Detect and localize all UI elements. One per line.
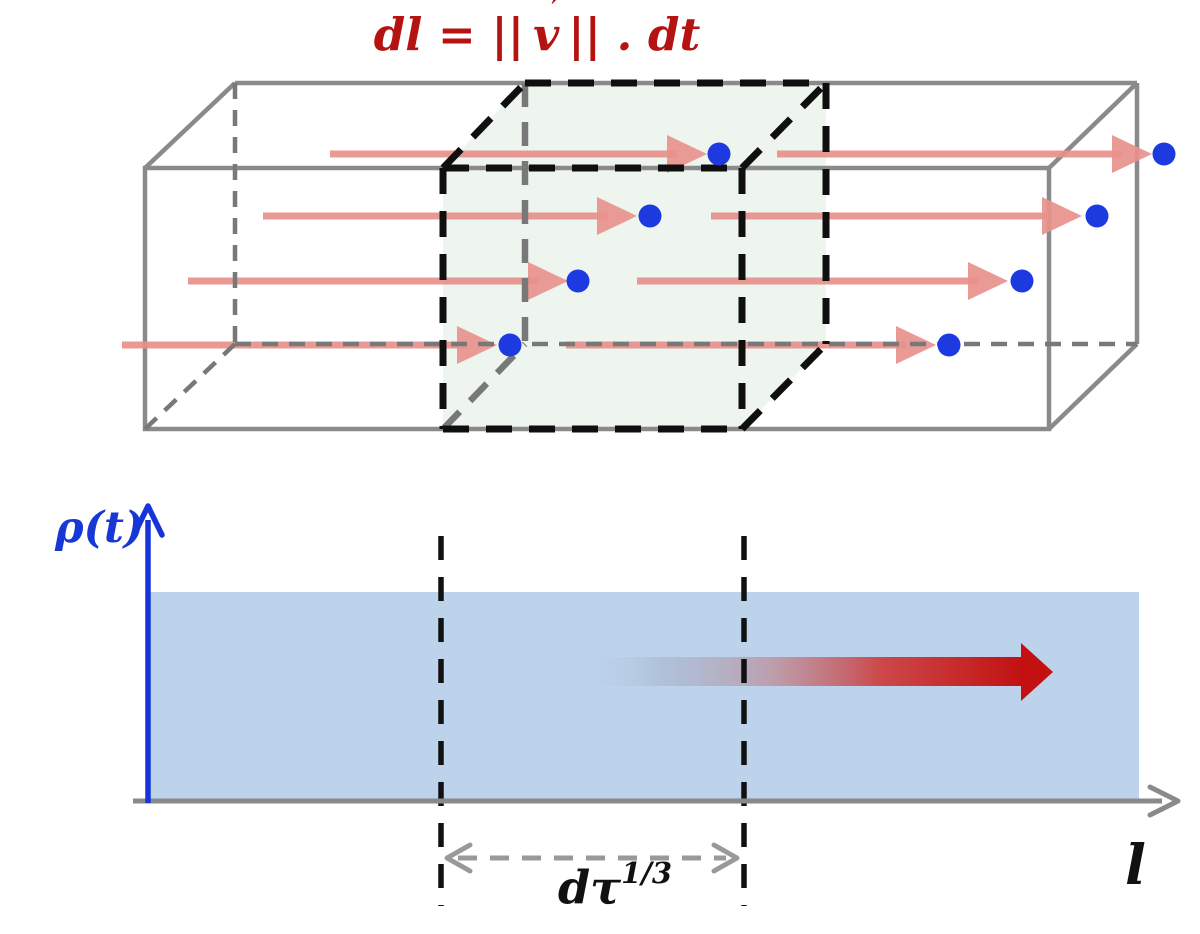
y-axis-arrow-icon <box>131 503 165 538</box>
interval-label-base: dτ <box>557 860 622 915</box>
velocity-arrow-head <box>528 262 568 300</box>
flow-gradient-arrow-shaft <box>583 657 1021 686</box>
y-axis-label: ρ(t) <box>55 503 145 553</box>
formula-suffix: || . dt <box>568 8 701 61</box>
interval-label: dτ1/3 <box>525 856 705 915</box>
vector-letter: v <box>533 8 560 61</box>
particle-dot <box>1152 142 1176 166</box>
slab-left-top-diagonal <box>440 80 528 171</box>
formula-prefix: dl = || <box>373 8 525 61</box>
particle-dot <box>1085 204 1109 228</box>
particles-layer <box>498 142 1176 357</box>
x-axis-arrow-icon <box>1147 784 1181 818</box>
particle-dot <box>707 142 731 166</box>
slab-hidden-edges <box>440 83 529 432</box>
particle-dot <box>638 204 662 228</box>
velocity-arrow-head <box>597 197 637 235</box>
box-bottom-right-edge <box>1047 342 1139 431</box>
vector-arrow-icon: → <box>536 0 559 14</box>
velocity-arrow-head <box>968 262 1008 300</box>
slab-left-bottom-diagonal <box>440 341 528 432</box>
slab-right-bottom-diagonal <box>739 341 829 432</box>
volume-slab-fill <box>443 83 826 429</box>
box-top-left-edge <box>143 81 237 170</box>
velocity-arrow-head <box>1112 135 1152 173</box>
velocity-arrow-head <box>457 326 497 364</box>
slab-right-top-diagonal <box>739 80 829 171</box>
velocity-arrows-layer <box>122 135 1152 364</box>
particle-dot <box>498 333 522 357</box>
density-band <box>146 592 1139 801</box>
particle-dot <box>937 333 961 357</box>
velocity-arrow-head <box>667 135 707 173</box>
slab-dashed-edges <box>439 79 830 433</box>
velocity-arrow-head <box>1042 197 1082 235</box>
interval-label-exponent: 1/3 <box>621 856 673 890</box>
box-hidden-edges <box>143 83 1137 431</box>
formula-title: dl = ||→v|| . dt <box>372 0 702 61</box>
flow-gradient-arrow-head <box>1021 643 1053 701</box>
x-axis-label: l <box>1125 832 1146 897</box>
box-bottom-left-edge <box>143 342 237 431</box>
measure-right-arrow-icon <box>711 842 740 874</box>
slab-cross-section-fill <box>443 83 826 429</box>
particle-dot <box>566 269 590 293</box>
measure-left-arrow-icon <box>444 842 473 874</box>
velocity-vector-symbol: →v <box>533 0 560 61</box>
density-plot <box>131 503 1181 906</box>
particle-dot <box>1010 269 1034 293</box>
